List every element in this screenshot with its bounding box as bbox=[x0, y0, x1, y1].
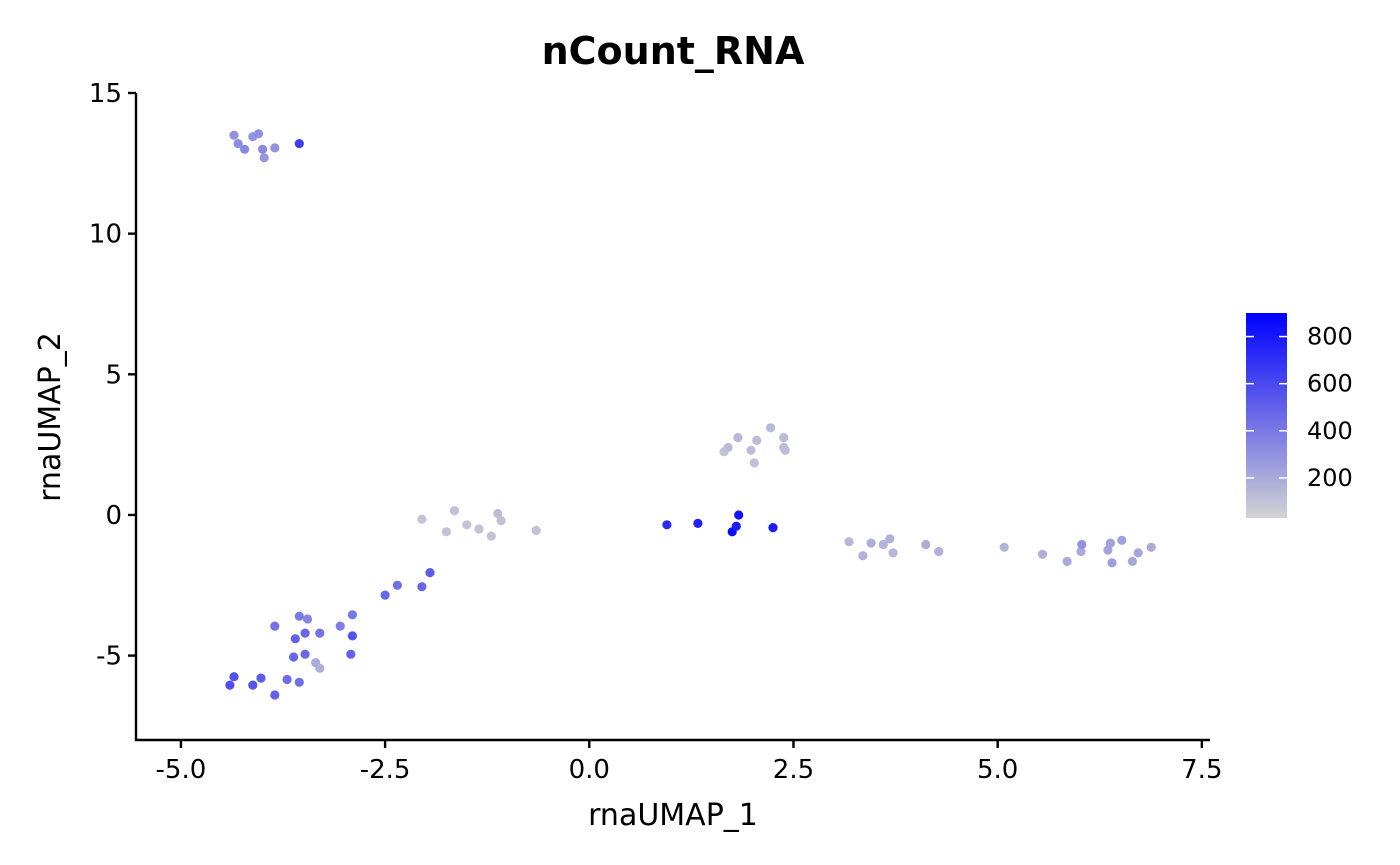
data-point bbox=[1077, 539, 1087, 550]
chart-title: nCount_RNA bbox=[542, 29, 805, 73]
data-point bbox=[858, 551, 868, 561]
data-point bbox=[921, 539, 931, 550]
data-point bbox=[315, 663, 325, 673]
data-point bbox=[1103, 545, 1113, 555]
data-point bbox=[258, 144, 268, 154]
data-point bbox=[766, 423, 776, 433]
data-point bbox=[531, 525, 541, 536]
data-point bbox=[746, 445, 756, 455]
data-point bbox=[462, 520, 472, 530]
x-tick-label: 2.5 bbox=[773, 755, 814, 785]
data-point bbox=[731, 521, 741, 531]
y-tick-label: 15 bbox=[89, 79, 122, 109]
y-tick-label: 0 bbox=[105, 501, 122, 531]
data-point bbox=[441, 527, 451, 537]
data-point bbox=[693, 518, 703, 529]
data-point bbox=[1107, 558, 1117, 568]
data-point bbox=[496, 516, 506, 526]
data-point bbox=[300, 649, 310, 659]
data-point bbox=[1146, 542, 1156, 552]
data-point bbox=[662, 520, 672, 530]
colorbar-ticks: 200 400 600 800 bbox=[1246, 323, 1353, 492]
data-point bbox=[259, 153, 269, 163]
data-point bbox=[1127, 556, 1137, 567]
data-point bbox=[1062, 556, 1072, 567]
data-point bbox=[229, 672, 239, 682]
data-point bbox=[768, 523, 778, 533]
data-point bbox=[270, 690, 280, 700]
data-point bbox=[294, 611, 304, 621]
y-tick-label: -5 bbox=[96, 642, 122, 672]
y-axis-label: rnaUMAP_2 bbox=[33, 332, 68, 502]
data-point bbox=[866, 538, 876, 548]
x-tick-label: 5.0 bbox=[977, 755, 1018, 785]
data-point bbox=[294, 677, 304, 687]
data-point bbox=[380, 590, 390, 600]
x-tick-label: -2.5 bbox=[360, 755, 411, 785]
data-point bbox=[780, 445, 790, 455]
data-point bbox=[888, 548, 898, 558]
data-point bbox=[417, 582, 427, 592]
data-point bbox=[749, 458, 759, 468]
data-point bbox=[779, 433, 789, 443]
data-point bbox=[347, 610, 357, 620]
x-tick-label: -5.0 bbox=[156, 755, 207, 785]
data-point bbox=[1117, 535, 1127, 545]
data-point bbox=[734, 510, 744, 520]
data-point bbox=[885, 534, 895, 544]
data-point bbox=[240, 144, 250, 154]
data-point bbox=[449, 506, 460, 516]
data-point bbox=[290, 634, 300, 644]
data-point bbox=[315, 628, 325, 638]
data-point bbox=[270, 143, 280, 153]
data-point bbox=[723, 442, 733, 452]
data-point bbox=[733, 433, 743, 443]
data-point bbox=[270, 621, 280, 631]
colorbar-tick-label: 600 bbox=[1307, 370, 1353, 398]
colorbar-tick-label: 800 bbox=[1307, 323, 1353, 351]
colorbar-tick-label: 400 bbox=[1307, 417, 1353, 445]
colorbar-tick-label: 200 bbox=[1307, 464, 1353, 492]
data-point bbox=[999, 542, 1009, 552]
data-point bbox=[300, 628, 310, 638]
data-point bbox=[347, 631, 357, 641]
data-point bbox=[248, 680, 258, 690]
colorbar bbox=[1246, 313, 1287, 518]
data-point bbox=[233, 139, 243, 149]
data-point bbox=[229, 130, 239, 140]
data-point bbox=[1133, 548, 1143, 558]
data-point bbox=[392, 580, 402, 590]
x-tick-label: 0.0 bbox=[569, 755, 610, 785]
data-point bbox=[335, 621, 345, 631]
data-point bbox=[1038, 549, 1048, 559]
data-point bbox=[878, 539, 888, 550]
data-point bbox=[844, 537, 854, 547]
data-point bbox=[425, 568, 435, 578]
data-point bbox=[934, 546, 944, 557]
x-axis-label: rnaUMAP_1 bbox=[588, 798, 758, 833]
data-point bbox=[1105, 538, 1115, 548]
x-tick-label: 7.5 bbox=[1181, 755, 1222, 785]
data-point bbox=[752, 435, 762, 445]
data-point bbox=[256, 673, 266, 683]
y-tick-label: 10 bbox=[89, 220, 122, 250]
data-point bbox=[294, 139, 304, 149]
y-tick-label: 5 bbox=[105, 360, 122, 390]
data-point bbox=[417, 514, 427, 524]
data-point bbox=[346, 649, 356, 659]
data-point bbox=[493, 508, 503, 519]
data-point bbox=[486, 531, 496, 541]
data-point bbox=[302, 614, 313, 624]
points-layer bbox=[225, 129, 1156, 700]
y-axis-ticks: -5 0 5 10 15 bbox=[89, 79, 136, 672]
data-point bbox=[289, 652, 299, 662]
data-point bbox=[474, 524, 484, 534]
data-point bbox=[225, 680, 235, 690]
x-axis-ticks: -5.0 -2.5 0.0 2.5 5.0 7.5 bbox=[156, 740, 1223, 785]
color-legend: 200 400 600 800 bbox=[1246, 313, 1353, 518]
data-point bbox=[253, 129, 264, 139]
data-point bbox=[1076, 546, 1086, 557]
data-point bbox=[282, 674, 292, 685]
